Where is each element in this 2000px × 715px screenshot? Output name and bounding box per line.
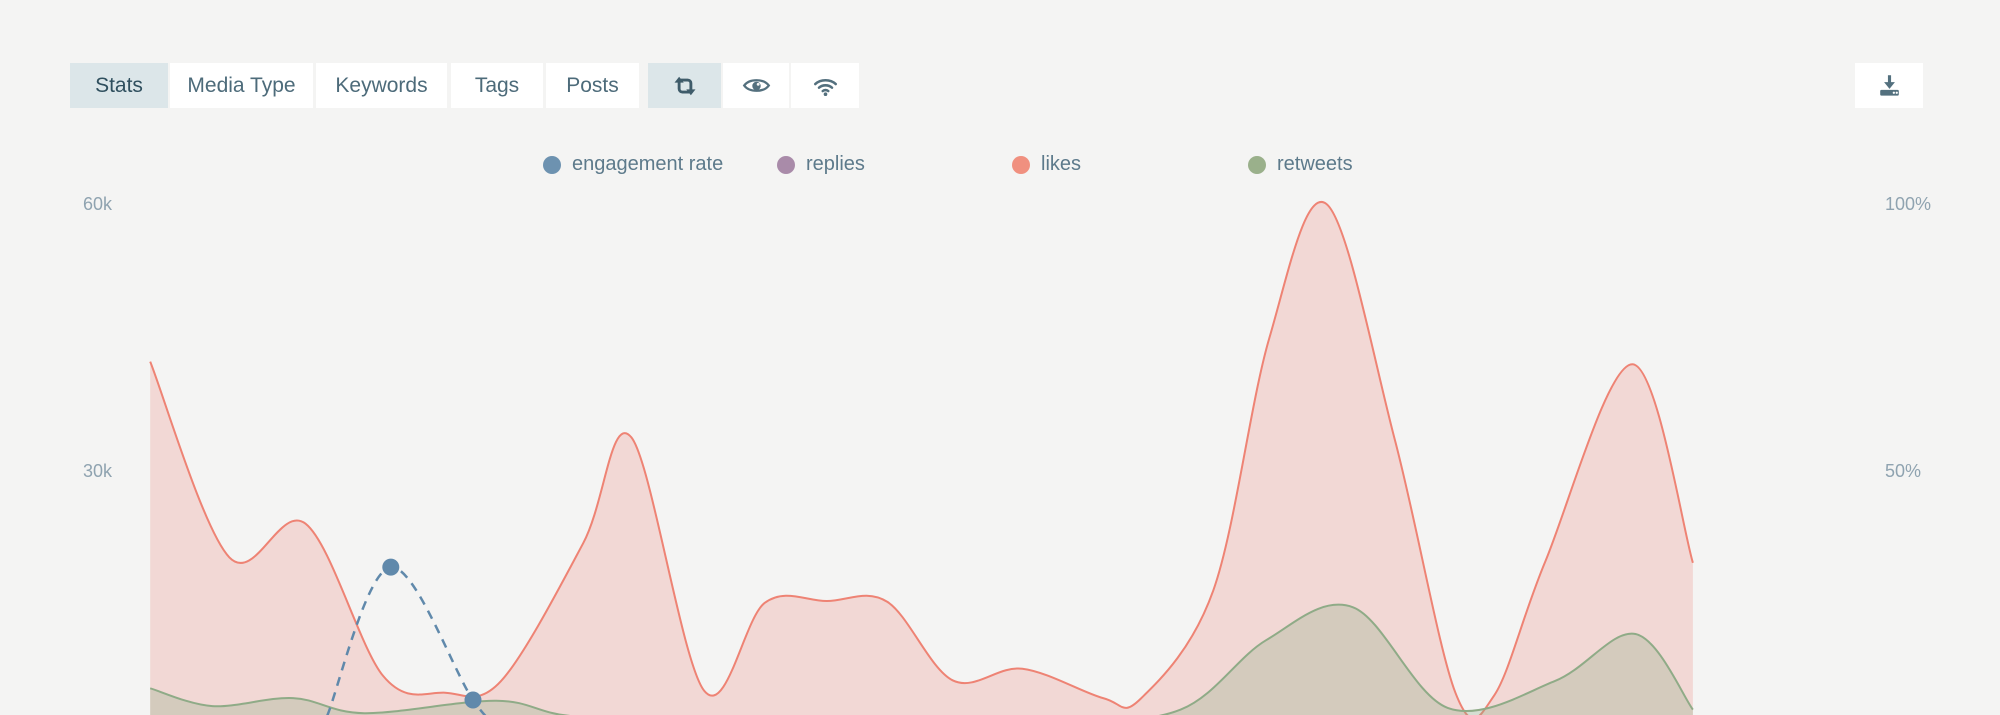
- engagement-rate-line: [326, 565, 487, 715]
- legend-label: engagement rate: [572, 153, 724, 175]
- retweets-line: [149, 603, 1694, 715]
- y-axis-left-tick-60k: 60k: [82, 194, 112, 214]
- eye-filter-button[interactable]: [723, 63, 789, 108]
- tab-tags[interactable]: Tags: [451, 63, 543, 108]
- retweet-icon: [674, 76, 695, 95]
- replies-legend-dot: [777, 155, 795, 174]
- download-icon: [1879, 75, 1899, 96]
- retweets-area: [150, 604, 1693, 715]
- engagement-rate-point: [382, 558, 400, 576]
- likes-legend-dot: [1012, 155, 1030, 174]
- likes-area: [150, 202, 1693, 715]
- icon-button-group: [648, 63, 859, 108]
- legend-item-likes[interactable]: likes: [1012, 153, 1081, 176]
- tab-media-type[interactable]: Media Type: [170, 63, 313, 108]
- y-axis-right-tick-100-: 100%: [1885, 194, 1932, 214]
- likes-line: [149, 201, 1694, 715]
- legend-item-engagement-rate[interactable]: engagement rate: [543, 153, 723, 176]
- tab-group: Stats Media Type Keywords Tags Posts: [70, 63, 639, 108]
- y-axis-left-tick-30k: 30k: [82, 461, 112, 481]
- legend-label: retweets: [1277, 153, 1353, 175]
- retweets-legend-dot: [1248, 155, 1266, 174]
- eye-icon: [742, 79, 770, 92]
- engagement-rate-legend-dot: [543, 155, 561, 174]
- legend-item-replies[interactable]: replies: [777, 153, 865, 176]
- wifi-icon: [813, 78, 837, 97]
- y-axis-right-tick-50-: 50%: [1885, 461, 1922, 481]
- engagement-rate-point: [464, 691, 482, 709]
- tab-keywords[interactable]: Keywords: [316, 63, 447, 108]
- chart-legend: engagement rate replies likes retweets: [0, 153, 2000, 179]
- download-button[interactable]: [1855, 63, 1923, 108]
- retweet-filter-button[interactable]: [648, 63, 721, 108]
- legend-label: likes: [1041, 153, 1082, 175]
- tab-posts[interactable]: Posts: [546, 63, 639, 108]
- wifi-filter-button[interactable]: [791, 63, 859, 108]
- legend-label: replies: [806, 153, 865, 175]
- toolbar: Stats Media Type Keywords Tags Posts: [70, 63, 859, 108]
- legend-item-retweets[interactable]: retweets: [1248, 153, 1353, 176]
- tab-stats[interactable]: Stats: [70, 63, 168, 108]
